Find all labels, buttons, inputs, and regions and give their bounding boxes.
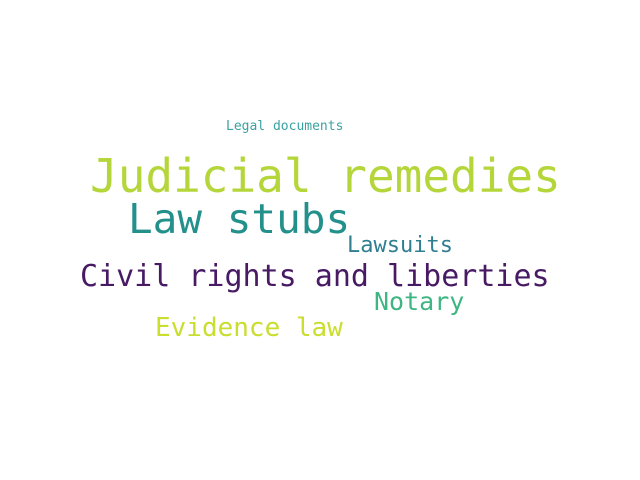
word-legal-documents: Legal documents <box>226 119 344 134</box>
word-law-stubs: Law stubs <box>128 195 351 243</box>
word-judicial-remedies: Judicial remedies <box>90 149 561 203</box>
word-lawsuits: Lawsuits <box>347 233 453 258</box>
word-evidence-law: Evidence law <box>155 313 343 343</box>
word-notary: Notary <box>374 287 465 316</box>
word-civil-rights: Civil rights and liberties <box>80 259 550 294</box>
